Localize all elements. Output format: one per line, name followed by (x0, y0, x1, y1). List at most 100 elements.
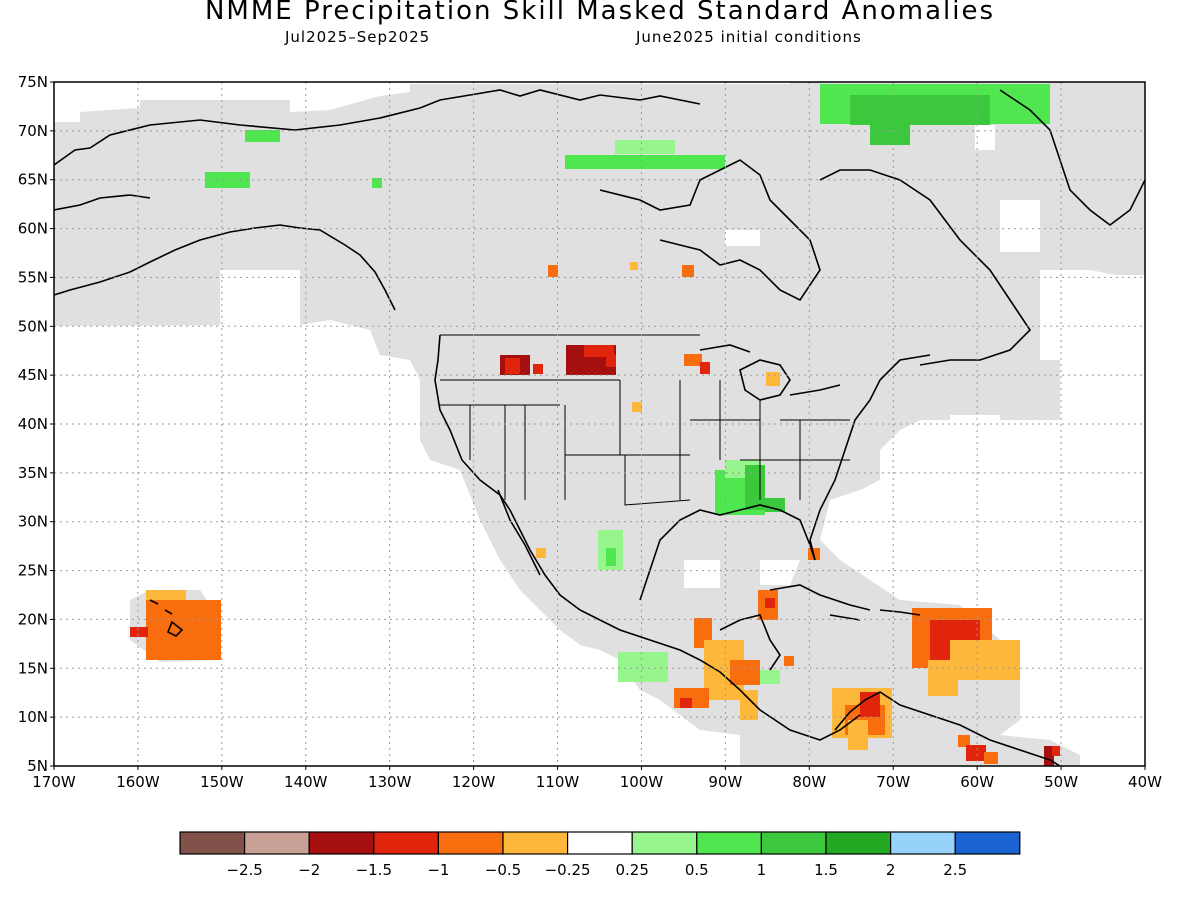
legend-swatch (179, 831, 246, 855)
legend-label: −2 (298, 861, 320, 879)
legend-label: −2.5 (226, 861, 262, 879)
season-label: Jul2025–Sep2025 (285, 28, 431, 46)
anomaly-cell (860, 692, 880, 717)
anomaly-cell (760, 670, 780, 684)
legend-label: 1.5 (814, 861, 838, 879)
longitude-axis: 170W 160W 150W 140W 130W 120W 110W 100W 90W 80W 70… (32, 766, 1162, 791)
anomaly-cell (680, 698, 692, 708)
anomaly-layer (130, 84, 1060, 766)
map-title: NMME Precipitation Skill Masked Standard… (204, 0, 996, 26)
legend-label: 0.5 (685, 861, 709, 879)
anomaly-cell (765, 598, 775, 608)
lon-tick-label: 100W (620, 773, 664, 791)
lat-tick-label: 30N (18, 513, 48, 531)
lon-tick-label: 80W (792, 773, 826, 791)
legend-swatch (825, 831, 892, 855)
lat-tick-label: 20N (18, 610, 48, 628)
lon-tick-label: 130W (368, 773, 412, 791)
lon-tick-label: 50W (1044, 773, 1078, 791)
anomaly-cell (958, 735, 970, 747)
anomaly-cell (870, 120, 910, 145)
anomaly-cell (928, 660, 958, 696)
anomaly-cell (565, 155, 725, 169)
anomaly-cell (700, 362, 710, 374)
lon-tick-label: 150W (200, 773, 244, 791)
lat-tick-label: 15N (18, 659, 48, 677)
lat-tick-label: 40N (18, 415, 48, 433)
anomaly-cell (606, 548, 616, 566)
anomaly-cell (784, 656, 794, 666)
anomaly-cell (740, 690, 758, 720)
lat-tick-label: 60N (18, 220, 48, 238)
anomaly-cell (146, 600, 221, 660)
anomaly-cell (130, 627, 148, 637)
anomaly-cell (684, 354, 702, 366)
anomaly-cell (1052, 746, 1060, 756)
anomaly-cell (632, 402, 642, 412)
latitude-axis: 75N 70N 65N 60N 55N 50N 45N 40N 35N 30N 25N 20N 15N 1… (18, 73, 54, 775)
anomaly-cell (966, 745, 986, 761)
legend-swatch (760, 831, 827, 855)
lat-tick-label: 25N (18, 562, 48, 580)
lat-tick-label: 10N (18, 708, 48, 726)
anomaly-cell (1044, 746, 1054, 766)
anomaly-cell (630, 262, 638, 270)
anomaly-cell (505, 358, 520, 374)
legend-swatch (373, 831, 439, 855)
legend-label: −0.5 (485, 861, 521, 879)
initial-conditions-label: June2025 initial conditions (636, 28, 862, 46)
legend-swatch (502, 831, 569, 855)
lon-tick-label: 40W (1128, 773, 1162, 791)
graticule (54, 82, 1145, 766)
anomaly-cell (584, 345, 614, 357)
anomaly-cell (984, 752, 998, 764)
legend-swatch (631, 831, 698, 855)
legend-swatch (954, 831, 1021, 855)
legend-swatch (244, 831, 310, 855)
lon-tick-label: 70W (876, 773, 910, 791)
legend-swatch (889, 831, 956, 855)
lon-tick-label: 60W (960, 773, 994, 791)
lon-tick-label: 110W (536, 773, 580, 791)
lat-tick-label: 45N (18, 366, 48, 384)
anomaly-cell (765, 498, 785, 512)
anomaly-cell (848, 720, 868, 750)
legend-label: 2 (886, 861, 896, 879)
color-legend: −2.5 −2 −1.5 −1 −0.5 −0.25 0.25 0.5 1 1.5 2 2.5 (179, 831, 1021, 879)
lat-tick-label: 70N (18, 122, 48, 140)
anomaly-cell (745, 465, 765, 510)
legend-label: 0.25 (615, 861, 648, 879)
lat-tick-label: 35N (18, 464, 48, 482)
legend-label: −1.5 (356, 861, 392, 879)
legend-swatch (566, 831, 633, 855)
legend-swatch (696, 831, 762, 855)
lat-tick-label: 75N (18, 73, 48, 91)
legend-swatch (437, 831, 504, 855)
legend-label: −1 (427, 861, 449, 879)
coastlines (54, 89, 1145, 766)
lon-tick-label: 120W (452, 773, 496, 791)
anomaly-cell (533, 364, 543, 374)
lat-tick-label: 55N (18, 268, 48, 286)
lat-tick-label: 65N (18, 171, 48, 189)
lon-tick-label: 170W (32, 773, 76, 791)
lat-tick-label: 5N (27, 757, 48, 775)
anomaly-cell (950, 640, 1020, 680)
anomaly-cell (536, 548, 546, 558)
legend-label: 2.5 (943, 861, 967, 879)
legend-label: −0.25 (545, 861, 591, 879)
lon-tick-label: 140W (284, 773, 328, 791)
anomaly-cell (146, 590, 186, 602)
anomaly-cell (606, 355, 616, 367)
anomaly-cell (615, 140, 675, 154)
legend-label: 1 (757, 861, 767, 879)
anomaly-cell (245, 130, 280, 142)
anomaly-cell (618, 652, 668, 682)
anomaly-cell (730, 660, 760, 685)
anomaly-cell (205, 172, 250, 188)
anomaly-cell (548, 265, 558, 277)
lon-tick-label: 90W (708, 773, 742, 791)
anomaly-cell (766, 372, 780, 386)
lon-tick-label: 160W (116, 773, 160, 791)
